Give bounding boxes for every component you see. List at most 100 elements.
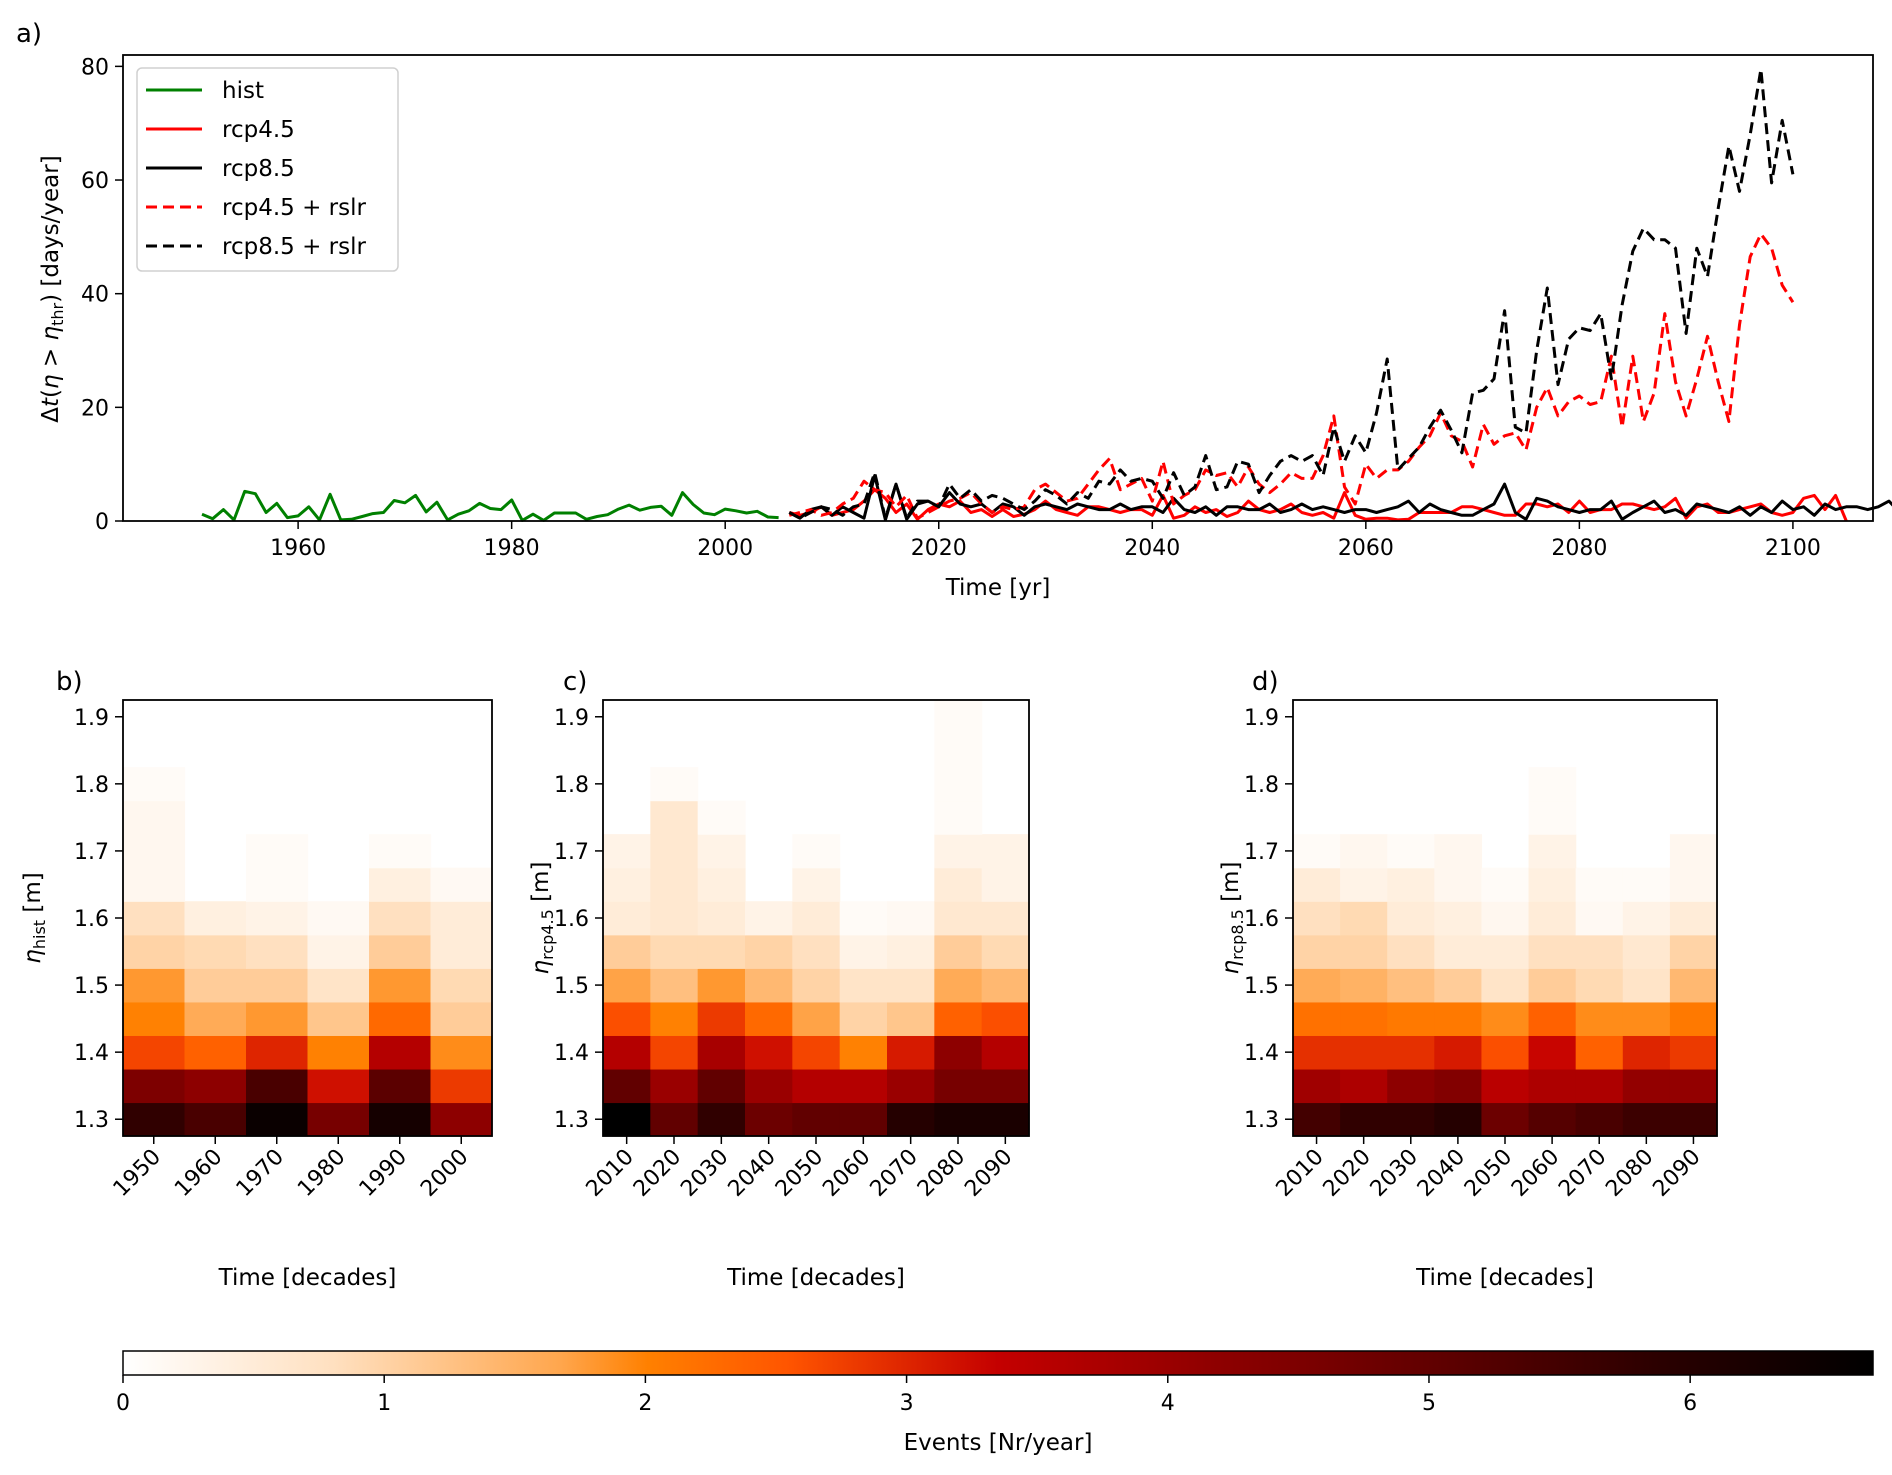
heatmap-cell xyxy=(697,1102,746,1137)
heatmap-cell xyxy=(123,934,186,969)
heatmap-cell xyxy=(603,968,651,1003)
heatmap-cell xyxy=(839,901,888,936)
heatmap-cell xyxy=(697,968,746,1003)
heatmap-cell xyxy=(792,1068,841,1104)
heatmap-cell xyxy=(184,1068,247,1104)
ylabel-eta2: η xyxy=(38,326,64,341)
heatmap-cell xyxy=(792,834,841,869)
heatmap-cell xyxy=(745,968,793,1003)
heatmap-cell xyxy=(650,867,699,902)
y-tick-label: 1.5 xyxy=(74,974,109,999)
heatmap-cell xyxy=(369,1068,432,1104)
y-tick-label: 1.3 xyxy=(74,1108,109,1133)
heatmap-cell xyxy=(123,800,186,835)
heatmap-cell xyxy=(934,968,983,1003)
heatmap-cell xyxy=(1528,1001,1577,1036)
legend-box xyxy=(136,67,399,272)
heatmap-cell xyxy=(1669,1068,1718,1104)
heatmap-cell xyxy=(1387,968,1435,1003)
heatmap-cell xyxy=(1575,1001,1624,1036)
heatmap-cell xyxy=(887,1102,935,1137)
heatmap-cell xyxy=(1340,1035,1388,1070)
heatmap-cell xyxy=(792,1035,841,1070)
heatmap-cell xyxy=(307,1102,370,1137)
heatmap-cell xyxy=(745,901,793,936)
heatmap-cell xyxy=(792,867,841,902)
heatmap-cell xyxy=(307,901,370,936)
heatmap-cell xyxy=(246,1068,309,1104)
heatmap-cell xyxy=(1387,1102,1435,1137)
heatmap-cell xyxy=(1481,867,1530,902)
heatmap-cell xyxy=(603,867,651,902)
heatmap-cell xyxy=(1528,767,1577,802)
heatmap-cell xyxy=(1293,901,1341,936)
legend-entry-label: rcp4.5 + rslr xyxy=(222,195,366,221)
x-tick-label: 1950 xyxy=(109,1145,166,1202)
heatmap-cell xyxy=(1340,901,1388,936)
heatmap-cell xyxy=(934,733,983,768)
heatmap-cell xyxy=(1340,968,1388,1003)
x-tick-label: 2070 xyxy=(866,1145,923,1202)
heatmap-cell xyxy=(123,1068,186,1104)
heatmap-cell xyxy=(369,901,432,936)
ylabel-sub: thr xyxy=(48,302,67,325)
heatmap-cell xyxy=(981,867,1030,902)
y-tick-label: 1.9 xyxy=(74,706,109,731)
y-tick-label: 1.4 xyxy=(74,1041,109,1066)
heatmap-cell xyxy=(1528,800,1577,835)
heatmap-cell xyxy=(307,1068,370,1104)
x-axis-label: Time [decades] xyxy=(218,1265,397,1291)
panel-label-c: c) xyxy=(563,667,587,697)
heatmap-cell xyxy=(934,1068,983,1104)
heatmap-cell xyxy=(745,1035,793,1070)
heatmap-cell xyxy=(650,1001,699,1036)
heatmap-cell xyxy=(1528,1068,1577,1104)
heatmap-cell xyxy=(123,968,186,1003)
heatmap-cell xyxy=(1528,1102,1577,1137)
heatmap-cell xyxy=(839,1068,888,1104)
heatmap-cell xyxy=(1575,867,1624,902)
heatmap-cell xyxy=(839,1102,888,1137)
colorbar-gradient xyxy=(122,1350,1874,1376)
heatmap-cell xyxy=(1340,1102,1388,1137)
heatmap-cell xyxy=(839,1035,888,1070)
heatmap-cell xyxy=(1481,901,1530,936)
y-tick-label: 1.4 xyxy=(1244,1041,1279,1066)
heatmap-panel-d: d) 1.3 1.4 1.5 1.6 1.7 1.8 1.9 2010202020302040… xyxy=(1218,667,1718,1291)
heatmap-cell xyxy=(981,1102,1030,1137)
series-line-rcp8-5-rslr xyxy=(788,67,1795,520)
heatmap-cell xyxy=(369,934,432,969)
colorbar-tick-label: 2 xyxy=(638,1391,652,1416)
heatmap-cell xyxy=(369,1102,432,1137)
y-tick-label: 1.7 xyxy=(1244,840,1279,865)
heatmap-cell xyxy=(1387,867,1435,902)
heatmap-cell xyxy=(1528,1035,1577,1070)
heatmap-cell xyxy=(887,1001,935,1036)
heatmap-cell xyxy=(650,1068,699,1104)
heatmap-cell xyxy=(246,1035,309,1070)
heatmap-cell xyxy=(1340,1001,1388,1036)
heatmap-cell xyxy=(1387,834,1435,869)
heatmap-cell xyxy=(1340,1068,1388,1104)
heatmap-cell xyxy=(650,901,699,936)
heatmap-cell xyxy=(1434,968,1483,1003)
heatmap-cell xyxy=(246,1102,309,1137)
heatmap-cell xyxy=(650,767,699,802)
heatmap-cell xyxy=(1434,901,1483,936)
heatmap-cell xyxy=(1340,934,1388,969)
heatmap-cell xyxy=(981,1001,1030,1036)
heatmap-cell xyxy=(1293,934,1341,969)
line-chart-panel-a: a) 1960 1980 2000 2020 2040 2060 2080 210002040… xyxy=(16,19,1892,601)
colorbar-ticks: 0 1 2 3 4 5 6 xyxy=(116,1375,1697,1416)
heatmap-cell xyxy=(839,968,888,1003)
heatmap-cell xyxy=(697,834,746,869)
y-tick-label: 20 xyxy=(81,396,109,421)
heatmap-cell xyxy=(1575,934,1624,969)
y-tick-label: 1.7 xyxy=(74,840,109,865)
panel-label-b: b) xyxy=(56,667,83,697)
heatmap-cell xyxy=(745,1068,793,1104)
heatmap-cell xyxy=(123,834,186,869)
heatmap-cell xyxy=(123,867,186,902)
x-tick-label: 1980 xyxy=(484,536,540,561)
x-tick-label: 2010 xyxy=(1272,1145,1329,1202)
